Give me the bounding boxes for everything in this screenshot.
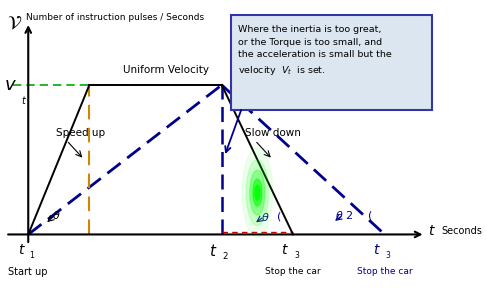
Text: $t$: $t$: [428, 224, 436, 239]
Text: $\theta$: $\theta$: [260, 211, 269, 223]
Text: $t$: $t$: [209, 243, 218, 260]
Text: Uniform Velocity: Uniform Velocity: [123, 64, 208, 74]
Text: $\mathcal{V}$: $\mathcal{V}$: [7, 13, 22, 32]
Circle shape: [250, 170, 265, 215]
Text: Stop the car: Stop the car: [357, 267, 413, 276]
Text: $\mathit{v}$: $\mathit{v}$: [4, 76, 17, 94]
Text: $t$: $t$: [20, 94, 27, 106]
Circle shape: [255, 185, 260, 200]
Text: Start up: Start up: [8, 267, 48, 277]
Text: $($: $($: [276, 210, 282, 223]
Circle shape: [253, 179, 262, 206]
FancyBboxPatch shape: [231, 15, 432, 110]
Text: Speed up: Speed up: [56, 128, 105, 138]
Text: $($: $($: [367, 208, 372, 221]
Text: $t$: $t$: [281, 243, 289, 257]
Text: $t$: $t$: [18, 243, 26, 257]
Circle shape: [242, 148, 273, 237]
Circle shape: [246, 160, 269, 226]
Text: $_{1}$: $_{1}$: [29, 249, 35, 262]
Text: Where the inertia is too great,
or the Torque is too small, and
the acceleration: Where the inertia is too great, or the T…: [238, 25, 392, 77]
Text: $\theta$ 2: $\theta$ 2: [335, 209, 353, 221]
Text: $_{3}$: $_{3}$: [385, 249, 392, 262]
Text: $_{3}$: $_{3}$: [294, 249, 300, 262]
Text: $t$: $t$: [373, 243, 381, 257]
Text: Seconds: Seconds: [442, 226, 483, 236]
Text: $_{2}$: $_{2}$: [222, 249, 229, 262]
Text: Number of instruction pulses / Seconds: Number of instruction pulses / Seconds: [26, 13, 204, 22]
Text: Stop the car: Stop the car: [265, 267, 321, 276]
Text: Slow down: Slow down: [244, 128, 300, 138]
Text: $\theta$: $\theta$: [52, 209, 61, 221]
